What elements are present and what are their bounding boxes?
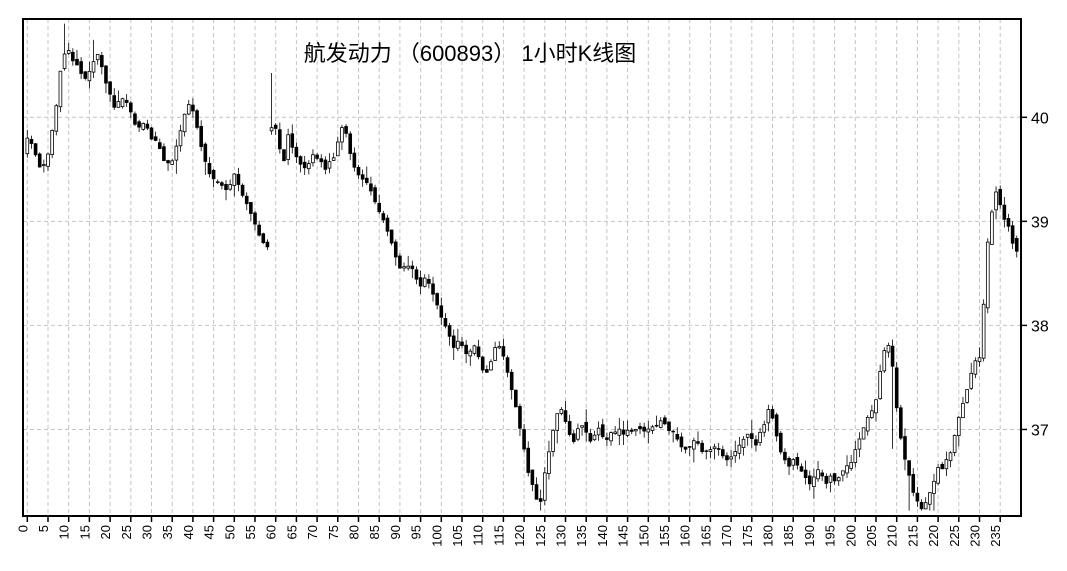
svg-text:230: 230	[968, 525, 983, 547]
svg-text:37: 37	[1031, 422, 1049, 439]
svg-text:190: 190	[802, 525, 817, 547]
svg-text:40: 40	[1031, 110, 1049, 127]
svg-text:205: 205	[864, 525, 879, 547]
svg-text:30: 30	[140, 525, 155, 539]
svg-text:航发动力 （600893） 1小时K线图: 航发动力 （600893） 1小时K线图	[304, 41, 637, 66]
svg-text:5: 5	[36, 525, 51, 532]
svg-text:75: 75	[326, 525, 341, 539]
svg-text:110: 110	[471, 525, 486, 546]
svg-text:220: 220	[926, 525, 941, 547]
svg-text:25: 25	[119, 525, 134, 539]
svg-text:85: 85	[367, 525, 382, 539]
svg-text:0: 0	[15, 525, 30, 532]
svg-text:140: 140	[595, 525, 610, 547]
svg-text:150: 150	[636, 525, 651, 547]
svg-text:155: 155	[657, 525, 672, 547]
svg-text:225: 225	[947, 525, 962, 547]
svg-text:105: 105	[450, 525, 465, 547]
svg-text:50: 50	[222, 525, 237, 539]
svg-text:100: 100	[429, 525, 444, 547]
svg-text:120: 120	[512, 525, 527, 547]
svg-text:95: 95	[409, 525, 424, 539]
svg-text:175: 175	[740, 525, 755, 547]
svg-text:195: 195	[823, 525, 838, 547]
svg-text:145: 145	[616, 525, 631, 547]
svg-text:210: 210	[885, 525, 900, 547]
svg-text:38: 38	[1031, 318, 1049, 335]
svg-text:65: 65	[284, 525, 299, 539]
svg-text:200: 200	[843, 525, 858, 547]
svg-text:235: 235	[988, 525, 1003, 547]
svg-text:125: 125	[533, 525, 548, 547]
svg-text:115: 115	[491, 525, 506, 546]
svg-text:45: 45	[202, 525, 217, 539]
svg-text:35: 35	[160, 525, 175, 539]
svg-text:10: 10	[57, 525, 72, 539]
svg-text:90: 90	[388, 525, 403, 539]
svg-text:185: 185	[781, 525, 796, 547]
svg-text:15: 15	[77, 525, 92, 539]
svg-text:40: 40	[181, 525, 196, 539]
svg-text:135: 135	[574, 525, 589, 547]
svg-text:160: 160	[678, 525, 693, 547]
svg-text:55: 55	[243, 525, 258, 539]
svg-text:130: 130	[554, 525, 569, 547]
svg-text:20: 20	[98, 525, 113, 539]
svg-text:70: 70	[305, 525, 320, 539]
svg-text:80: 80	[347, 525, 362, 539]
svg-text:215: 215	[905, 525, 920, 547]
svg-text:165: 165	[698, 525, 713, 547]
svg-text:180: 180	[761, 525, 776, 547]
svg-text:60: 60	[264, 525, 279, 539]
svg-text:170: 170	[719, 525, 734, 547]
svg-text:39: 39	[1031, 214, 1049, 231]
